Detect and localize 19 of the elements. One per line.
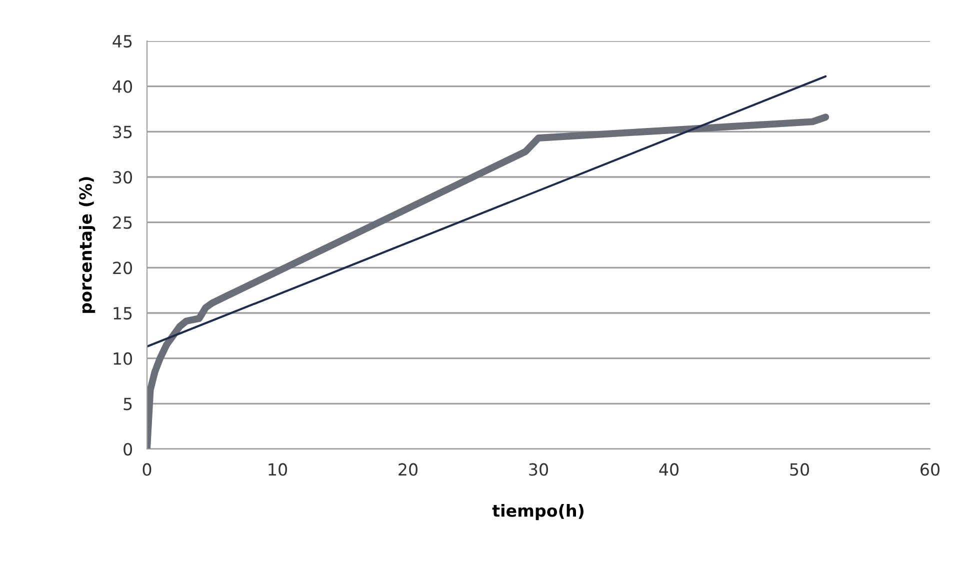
x-tick-label: 20 bbox=[398, 463, 418, 476]
x-axis-title: tiempo(h) bbox=[492, 504, 584, 520]
x-tick-label: 0 bbox=[142, 463, 152, 476]
x-tick-label: 60 bbox=[920, 463, 940, 476]
y-tick-label: 0 bbox=[124, 442, 132, 456]
x-tick-label: 30 bbox=[529, 463, 548, 476]
y-tick-label: 35 bbox=[113, 126, 132, 138]
y-tick-label: 15 bbox=[114, 307, 132, 320]
y-tick-label: 40 bbox=[112, 80, 132, 93]
y-tick-label: 10 bbox=[114, 352, 132, 365]
y-tick-label: 5 bbox=[124, 398, 132, 410]
y-axis-title: porcentaje (%) bbox=[78, 177, 96, 313]
x-tick-label: 10 bbox=[268, 463, 287, 476]
y-tick-label: 25 bbox=[113, 216, 132, 229]
y-tick-label: 45 bbox=[112, 35, 132, 48]
y-tick-label: 30 bbox=[113, 170, 132, 184]
y-tick-label: 20 bbox=[113, 262, 132, 274]
x-tick-label: 40 bbox=[659, 463, 678, 476]
x-tick-label: 50 bbox=[790, 463, 809, 476]
